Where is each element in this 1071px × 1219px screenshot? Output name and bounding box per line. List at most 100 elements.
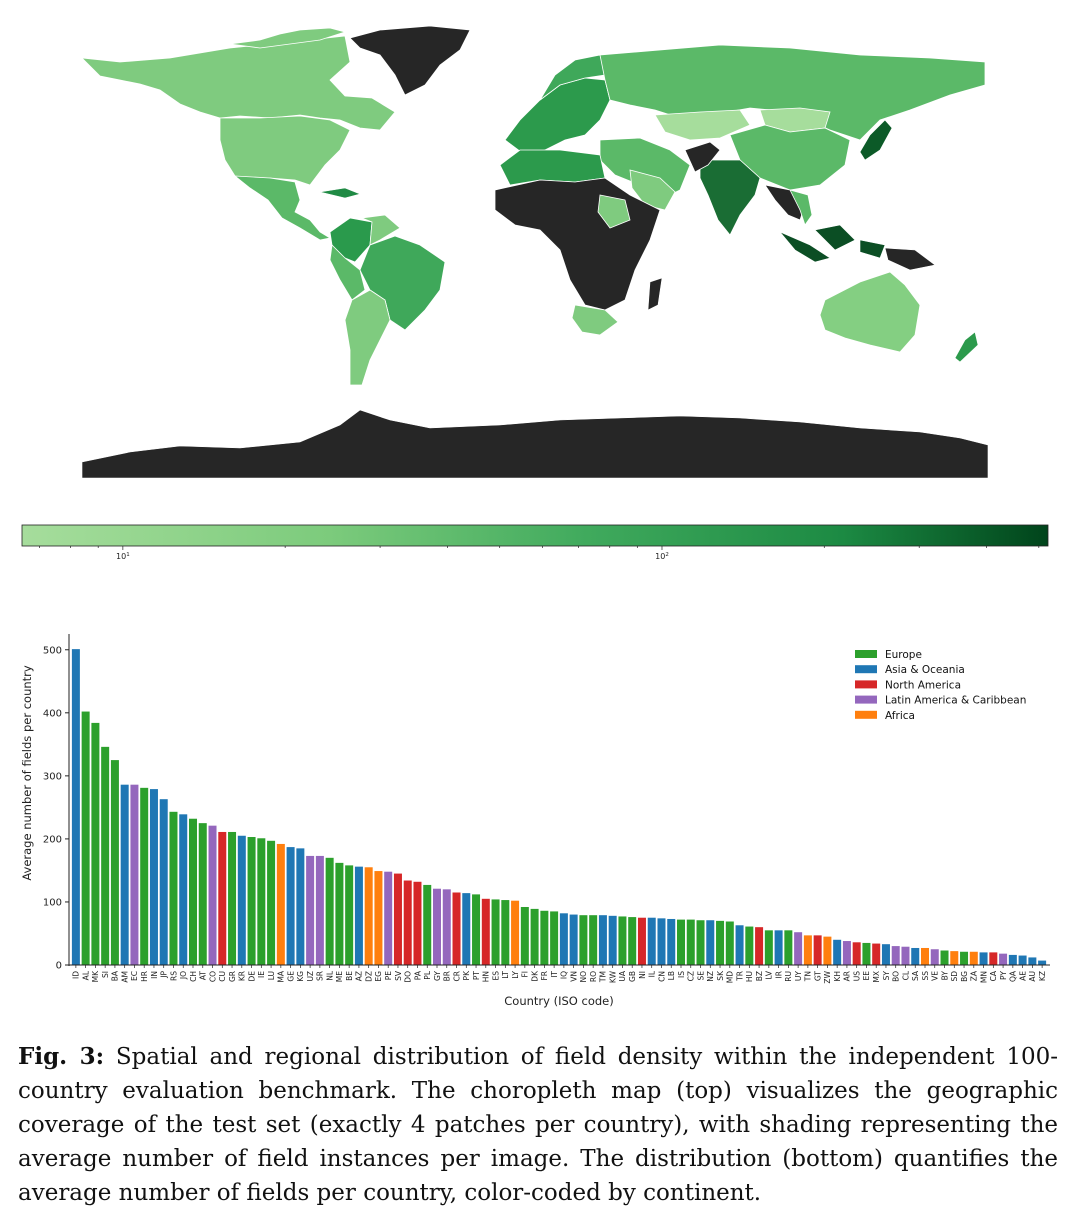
map-region-africa — [494, 177, 661, 311]
map-region-png — [884, 247, 936, 271]
legend-swatch — [855, 665, 877, 674]
map-region-caribbean — [319, 187, 361, 199]
x-tick-label: BR — [443, 971, 452, 981]
x-tick-label: UA — [618, 970, 627, 981]
map-region-south-africa — [571, 304, 619, 336]
x-tick-label: KH — [833, 971, 842, 982]
bar-fi — [520, 906, 529, 965]
bar-is — [676, 919, 686, 965]
x-tick-label: SI — [101, 971, 110, 978]
legend: Europe Asia & Oceania North America Latin A… — [855, 649, 1026, 722]
y-axis-label: Average number of fields per country — [20, 665, 34, 881]
bar-gr — [228, 831, 237, 965]
map-region-japan — [859, 119, 893, 161]
x-tick-label: CL — [901, 970, 910, 980]
x-tick-label: HN — [482, 971, 491, 982]
x-tick-label: DE — [247, 971, 256, 982]
x-tick-label: ES — [491, 971, 500, 981]
x-tick-label: LV — [765, 970, 774, 979]
bar-py — [999, 953, 1008, 965]
bar-gb — [628, 917, 637, 965]
x-tick-label: BA — [111, 970, 120, 981]
bar-pk — [462, 893, 471, 965]
x-tick-label: AR — [843, 971, 852, 981]
bar-bg — [960, 951, 969, 965]
bar-zw — [823, 936, 832, 965]
x-tick-label: VN — [569, 971, 578, 982]
map-region-india — [699, 159, 761, 236]
bar-cz — [686, 919, 695, 965]
bar-nl — [325, 857, 334, 965]
bar-ni — [637, 917, 646, 965]
bar-kw — [608, 915, 617, 965]
bar-jo — [179, 814, 188, 965]
bar-si — [101, 746, 110, 965]
x-tick-label: NZ — [706, 971, 715, 982]
legend-label: North America — [885, 679, 961, 691]
x-tick-label: IE — [257, 971, 266, 978]
x-tick-label: DO — [404, 971, 413, 983]
caption-label: Fig. 3: — [18, 1043, 105, 1070]
bar-tn — [803, 935, 812, 965]
map-region-madagascar — [647, 277, 663, 311]
bar-in — [149, 789, 158, 965]
x-tick-label: KZ — [1038, 971, 1047, 981]
bar-vn — [569, 914, 578, 965]
bar-hu — [745, 926, 754, 965]
bar-am — [120, 784, 129, 965]
x-tick-label: SY — [882, 971, 891, 981]
x-tick-label: IR — [774, 971, 783, 978]
bar-dz — [364, 867, 373, 965]
bar-de — [247, 837, 256, 965]
bar-br — [442, 889, 451, 965]
x-tick-label: CH — [189, 971, 198, 982]
map-region-ethiopia — [597, 194, 631, 229]
x-tick-label: JP — [160, 971, 169, 979]
bar-tm — [598, 915, 607, 965]
x-tick-label: AM — [120, 971, 129, 983]
bar-lv — [764, 930, 773, 965]
bar-pt — [472, 894, 481, 965]
bar-ve — [930, 949, 939, 965]
bar-by — [940, 950, 949, 965]
map-region-kazakhstan — [654, 109, 751, 141]
x-tick-label: UY — [794, 971, 803, 981]
x-tick-label: NO — [579, 971, 588, 983]
x-tick-label: HR — [140, 971, 149, 982]
x-tick-label: SS — [921, 971, 930, 981]
bar-il — [647, 917, 656, 965]
x-tick-label: MD — [726, 971, 735, 983]
x-tick-label: EG — [374, 971, 383, 982]
x-tick-label: SV — [394, 970, 403, 981]
colorbar-tick-label: 101 — [116, 552, 130, 561]
x-tick-label: CR — [452, 971, 461, 981]
x-tick-label: SK — [716, 970, 725, 981]
x-tick-label: GR — [228, 971, 237, 982]
x-tick-label: UZ — [306, 971, 315, 982]
bar-do — [403, 880, 412, 965]
x-tick-label: LB — [667, 971, 676, 980]
map-region-brazil — [359, 235, 446, 331]
y-tick-label: 300 — [43, 771, 62, 782]
x-tick-label: SD — [950, 971, 959, 982]
legend-swatch — [855, 695, 877, 704]
bar-se — [696, 920, 705, 965]
x-tick-label: MA — [277, 970, 286, 982]
bar-au — [1028, 957, 1037, 965]
x-tick-label: PT — [472, 971, 481, 981]
bar-sv — [393, 873, 402, 965]
colorbar — [21, 524, 1049, 547]
bar-iq — [559, 913, 568, 965]
bar-pe — [384, 871, 393, 965]
bar-at — [198, 823, 207, 965]
bar-nz — [706, 920, 715, 965]
x-tick-label: BZ — [755, 971, 764, 981]
bar-sk — [716, 920, 725, 965]
x-tick-label: DK — [530, 970, 539, 982]
bar-jp — [159, 799, 168, 965]
map-region-europe — [504, 77, 611, 156]
map-region-canada — [80, 35, 396, 131]
x-tick-label: CZ — [687, 971, 696, 981]
x-tick-label: TN — [804, 971, 813, 982]
bar-ru — [784, 930, 793, 965]
